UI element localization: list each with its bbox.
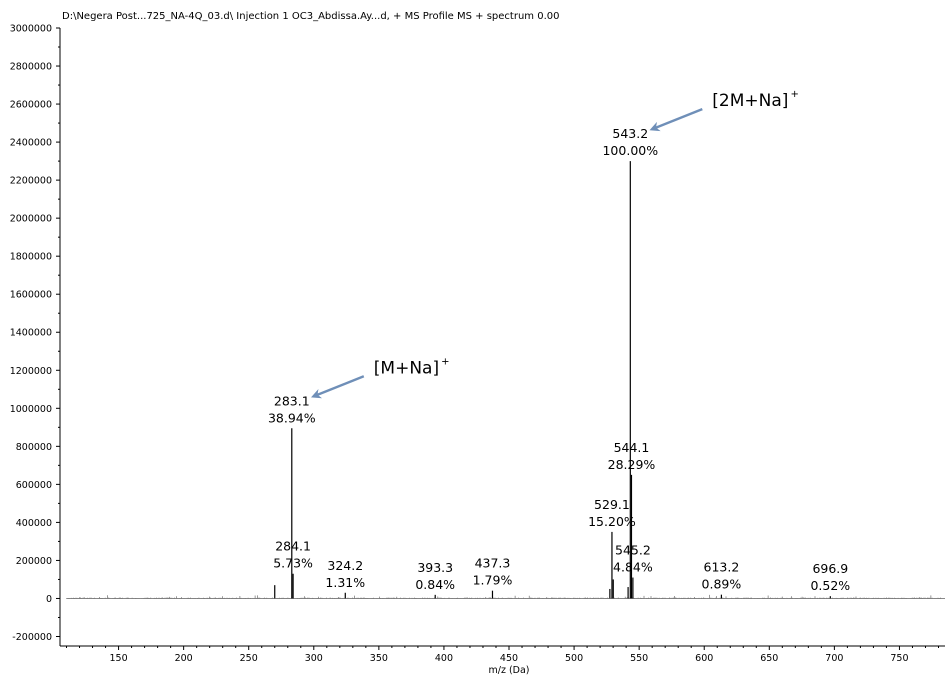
peak-label-percent: 5.73%	[273, 556, 313, 571]
x-tick-label: 400	[435, 653, 453, 664]
peak-label-mz: 529.1	[594, 497, 630, 512]
y-tick-label: 2200000	[10, 176, 52, 187]
peaks	[274, 161, 831, 599]
y-tick-label: 1400000	[10, 328, 52, 339]
annotation-arrow	[311, 375, 365, 399]
y-axis-ticks: 3000000 2800000 2600000 2400000 2200000 20000…	[10, 24, 60, 643]
y-tick-label: 2600000	[10, 100, 52, 111]
y-tick-label: 2400000	[10, 138, 52, 149]
annotations: [M+Na] +[2M+Na] +	[311, 89, 799, 399]
noise-trace	[66, 594, 941, 599]
y-tick-label: 1200000	[10, 366, 52, 377]
x-tick-label: 450	[500, 653, 518, 664]
peak-label-percent: 1.31%	[325, 575, 365, 590]
x-tick-label: 500	[565, 653, 583, 664]
peak-label-mz: 545.2	[615, 543, 651, 558]
x-tick-label: 350	[370, 653, 388, 664]
x-axis-ticks: 150 200 250 300 350 400 450 500 550 600 650 700 750	[66, 646, 939, 664]
annotation-label: [M+Na]	[374, 358, 439, 378]
peak-label-mz: 393.3	[417, 560, 453, 575]
peak-label-mz: 544.1	[614, 440, 650, 455]
peak-label-mz: 437.3	[475, 556, 511, 571]
peak-label-mz: 284.1	[275, 539, 311, 554]
x-tick-label: 750	[890, 653, 908, 664]
peak-label-percent: 0.89%	[702, 577, 742, 592]
x-tick-label: 550	[630, 653, 648, 664]
x-tick-label: 650	[760, 653, 778, 664]
peak-label-percent: 0.52%	[810, 578, 850, 593]
peak-label-mz: 613.2	[704, 560, 740, 575]
annotation-superscript: +	[790, 89, 798, 100]
y-tick-label: 1000000	[10, 404, 52, 415]
peak-label-mz: 324.2	[327, 558, 363, 573]
x-tick-label: 700	[825, 653, 843, 664]
x-tick-label: 250	[240, 653, 258, 664]
chart-title: D:\Negera Post...725_NA-4Q_03.d\ Injecti…	[62, 11, 559, 22]
peak-label-percent: 15.20%	[588, 514, 636, 529]
peak-labels: 38.94% 283.1 5.73% 284.1 1.31% 324.2 0.84% 393.…	[268, 126, 850, 593]
y-tick-label: 800000	[16, 442, 52, 453]
axes	[59, 28, 945, 647]
y-tick-label: 2000000	[10, 214, 52, 225]
peak-label-percent: 4.84%	[613, 560, 653, 575]
annotation-arrow	[649, 107, 703, 132]
y-tick-label: -200000	[12, 632, 52, 643]
peak-label-percent: 38.94%	[268, 410, 316, 425]
y-tick-label: 600000	[16, 480, 52, 491]
peak-label-mz: 283.1	[274, 393, 310, 408]
peak-label-percent: 0.84%	[415, 577, 455, 592]
peak-label-percent: 100.00%	[602, 143, 658, 158]
x-tick-label: 150	[109, 653, 127, 664]
y-tick-label: 3000000	[10, 24, 52, 35]
peak-label-mz: 696.9	[812, 561, 848, 576]
y-tick-label: 1600000	[10, 290, 52, 301]
y-tick-label: 200000	[16, 556, 52, 567]
annotation-label: [2M+Na]	[712, 91, 788, 111]
peak-label-percent: 1.79%	[473, 573, 513, 588]
y-tick-label: 0	[46, 594, 52, 605]
y-tick-label: 2800000	[10, 62, 52, 73]
peak-label-mz: 543.2	[612, 126, 648, 141]
y-tick-label: 1800000	[10, 252, 52, 263]
x-tick-label: 300	[305, 653, 323, 664]
x-tick-label: 600	[695, 653, 713, 664]
x-tick-label: 200	[175, 653, 193, 664]
x-axis-label: m/z (Da)	[488, 665, 529, 676]
y-tick-label: 400000	[16, 518, 52, 529]
baseline-noise	[66, 594, 945, 599]
annotation-superscript: +	[441, 356, 449, 367]
peak-label-percent: 28.29%	[608, 457, 656, 472]
